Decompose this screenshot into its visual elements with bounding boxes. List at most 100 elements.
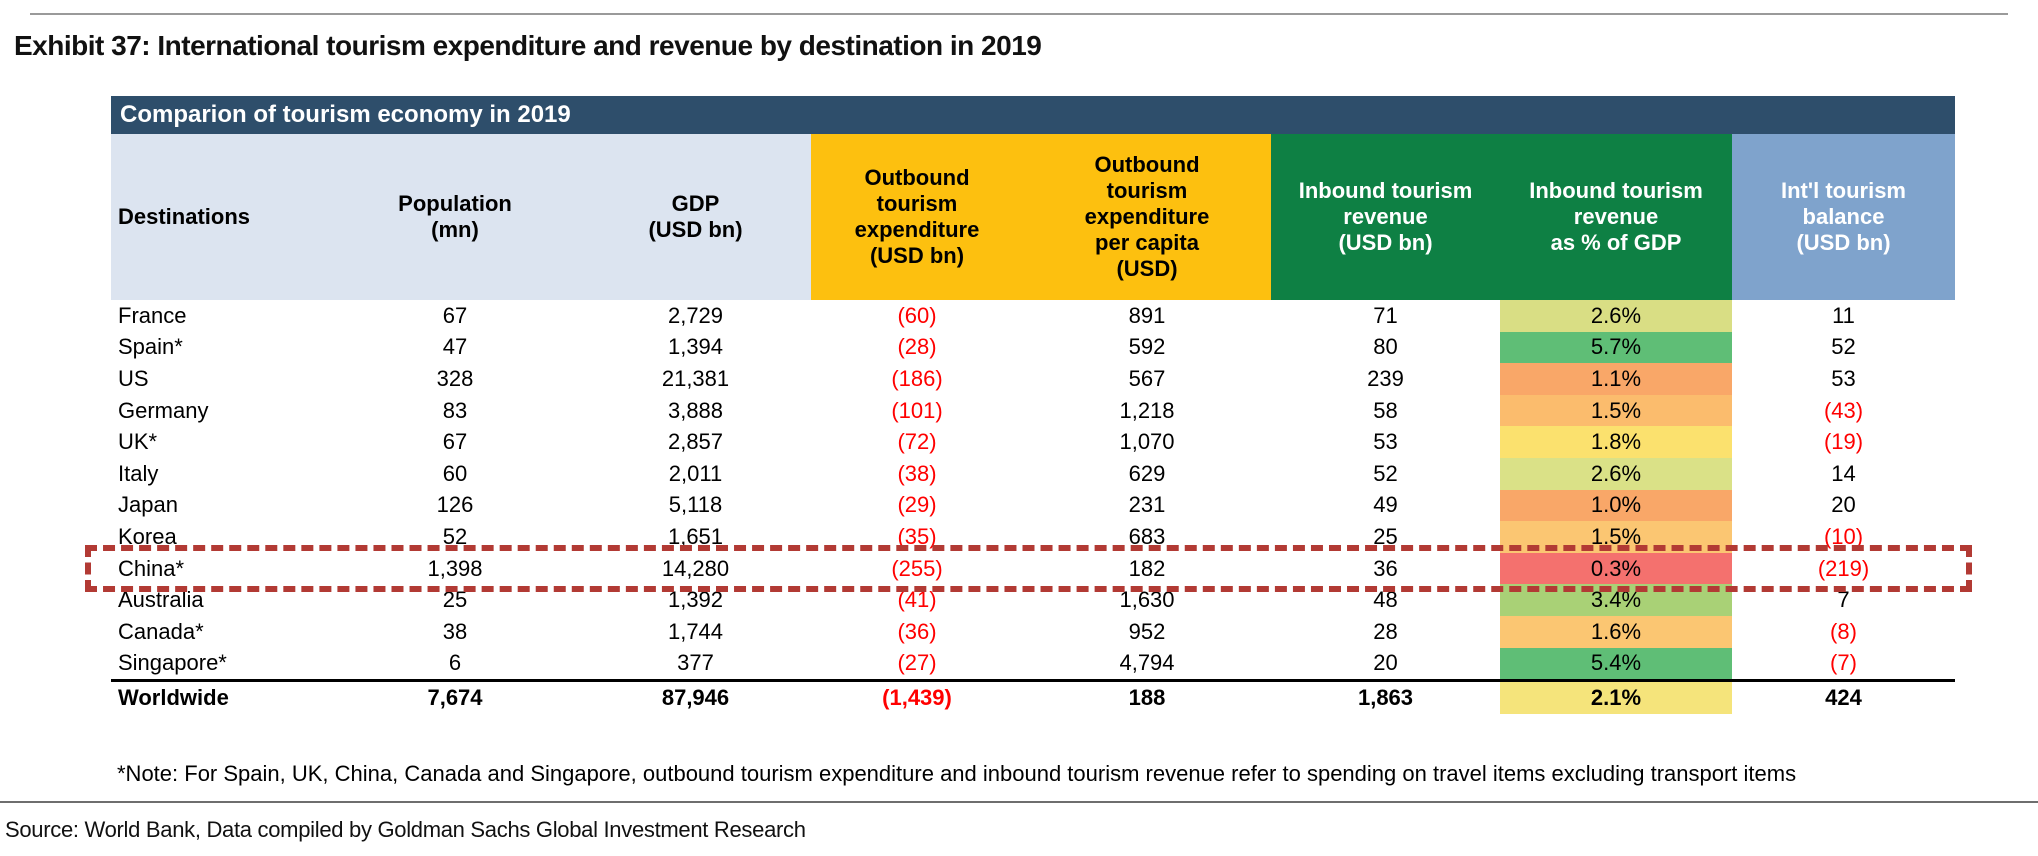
- cell-inbound_revenue: 52: [1373, 460, 1398, 486]
- cell-outbound_per_capita: 4,794: [1119, 650, 1175, 676]
- cell-gdp: 14,280: [661, 555, 730, 581]
- cell-balance: (19): [1823, 429, 1864, 455]
- column-header-balance: Int'l tourism balance (USD bn): [1732, 134, 1955, 300]
- column-header-inbound_pct_gdp: Inbound tourism revenue as % of GDP: [1500, 134, 1732, 300]
- cell-outbound_per_capita: 952: [1128, 618, 1166, 644]
- cell-population: 67: [442, 302, 468, 328]
- cell-inbound_revenue: 28: [1373, 618, 1398, 644]
- cell-gdp: 377: [677, 650, 714, 676]
- cell-balance: 53: [1831, 365, 1856, 391]
- cell-inbound_pct_gdp: 2.6%: [1500, 300, 1732, 332]
- cell-outbound_per_capita: 1,218: [1119, 397, 1175, 423]
- table-row-italy: Italy 60 2,011 (38) 629 52 2.6% 14: [111, 457, 1955, 490]
- cell-population: 7,674: [427, 684, 483, 710]
- cell-population: 60: [442, 460, 468, 486]
- cell-outbound_per_capita: 683: [1128, 523, 1166, 549]
- cell-outbound_per_capita: 891: [1128, 302, 1166, 328]
- cell-outbound_expenditure: (29): [897, 492, 937, 518]
- table-footnote: *Note: For Spain, UK, China, Canada and …: [117, 761, 1797, 786]
- cell-gdp: 1,744: [667, 618, 724, 644]
- column-header-outbound_expenditure: Outbound tourism expenditure (USD bn): [811, 134, 1023, 300]
- table-row-germany: Germany 83 3,888 (101) 1,218 58 1.5% (43): [111, 394, 1955, 427]
- cell-outbound_expenditure: (60): [897, 302, 937, 328]
- cell-inbound_revenue: 20: [1373, 650, 1398, 676]
- cell-outbound_expenditure: (101): [891, 397, 943, 423]
- cell-gdp: 87,946: [661, 684, 730, 710]
- cell-outbound_expenditure: (35): [897, 523, 937, 549]
- cell-inbound_pct_gdp: 1.5%: [1500, 521, 1732, 553]
- cell-population: 47: [442, 334, 468, 360]
- cell-outbound_per_capita: 567: [1128, 365, 1166, 391]
- cell-population: 67: [442, 429, 468, 455]
- table-row-australia: Australia 25 1,392 (41) 1,630 48 3.4% 7: [111, 584, 1955, 616]
- cell-balance: (8): [1830, 618, 1857, 644]
- cell-outbound_expenditure: (41): [897, 587, 937, 613]
- cell-inbound_revenue: 239: [1367, 365, 1404, 391]
- table-row-worldwide: Worldwide 7,674 87,946 (1,439) 188 1,863 2.1% 4…: [111, 679, 1955, 714]
- cell-outbound_expenditure: (255): [891, 555, 943, 581]
- cell-outbound_expenditure: (72): [897, 429, 937, 455]
- cell-balance: 52: [1831, 334, 1856, 360]
- cell-destination: Spain*: [118, 334, 183, 360]
- table-row-japan: Japan 126 5,118 (29) 231 49 1.0% 20: [111, 489, 1955, 522]
- cell-inbound_pct_gdp: 1.8%: [1500, 426, 1732, 458]
- cell-gdp: 1,651: [667, 523, 724, 549]
- cell-inbound_revenue: 80: [1373, 334, 1398, 360]
- cell-balance: 7: [1837, 587, 1850, 613]
- cell-destination: UK*: [118, 429, 158, 455]
- cell-inbound_revenue: 58: [1373, 397, 1398, 423]
- cell-population: 6: [448, 650, 462, 676]
- table-body: France 67 2,729 (60) 891 71 2.6% 11 Spain* 47 1,39…: [111, 300, 1955, 714]
- cell-population: 328: [436, 365, 474, 391]
- cell-inbound_pct_gdp: 1.5%: [1500, 394, 1732, 427]
- cell-balance: (10): [1823, 523, 1864, 549]
- cell-outbound_expenditure: (1,439): [882, 684, 952, 710]
- cell-outbound_per_capita: 592: [1128, 334, 1166, 360]
- table-row-china: China* 1,398 14,280 (255) 182 36 0.3% (219): [111, 552, 1955, 585]
- cell-gdp: 3,888: [667, 397, 724, 423]
- table-row-canada: Canada* 38 1,744 (36) 952 28 1.6% (8): [111, 615, 1955, 648]
- cell-inbound_revenue: 49: [1373, 492, 1398, 518]
- bottom-divider: [0, 801, 2038, 803]
- cell-gdp: 2,857: [667, 429, 724, 455]
- cell-outbound_per_capita: 231: [1128, 492, 1166, 518]
- cell-population: 83: [442, 397, 468, 423]
- cell-inbound_pct_gdp: 2.1%: [1500, 682, 1732, 714]
- column-header-inbound_revenue: Inbound tourism revenue (USD bn): [1271, 134, 1500, 300]
- cell-population: 126: [436, 492, 474, 518]
- column-header-gdp: GDP (USD bn): [580, 134, 811, 300]
- cell-inbound_pct_gdp: 1.0%: [1500, 489, 1732, 522]
- cell-destination: US: [118, 365, 149, 391]
- cell-outbound_expenditure: (27): [897, 650, 937, 676]
- cell-destination: Canada*: [118, 618, 204, 644]
- cell-balance: 424: [1825, 684, 1862, 710]
- cell-destination: Worldwide: [118, 684, 229, 710]
- table-banner-title: Comparion of tourism economy in 2019: [111, 96, 1955, 134]
- cell-inbound_revenue: 25: [1373, 523, 1398, 549]
- cell-gdp: 1,394: [667, 334, 724, 360]
- cell-destination: Singapore*: [118, 650, 227, 676]
- cell-inbound_revenue: 36: [1373, 555, 1398, 581]
- cell-destination: Germany: [118, 397, 209, 423]
- column-header-outbound_per_capita: Outbound tourism expenditure per capita …: [1023, 134, 1271, 300]
- cell-outbound_per_capita: 629: [1128, 460, 1166, 486]
- tourism-economy-table: Comparion of tourism economy in 2019 Des…: [85, 96, 1972, 714]
- column-header-population: Population (mn): [330, 134, 580, 300]
- cell-inbound_pct_gdp: 0.3%: [1500, 552, 1732, 585]
- table-row-singapore: Singapore* 6 377 (27) 4,794 20 5.4% (7): [111, 647, 1955, 680]
- column-header-destination: Destinations: [111, 134, 330, 300]
- cell-gdp: 2,011: [668, 460, 723, 486]
- cell-destination: China*: [118, 555, 185, 581]
- cell-outbound_per_capita: 1,630: [1119, 587, 1175, 613]
- cell-outbound_per_capita: 182: [1128, 555, 1166, 581]
- cell-destination: Korea: [118, 523, 177, 549]
- cell-inbound_revenue: 48: [1373, 587, 1398, 613]
- cell-inbound_pct_gdp: 3.4%: [1500, 584, 1732, 616]
- cell-outbound_expenditure: (28): [897, 334, 937, 360]
- cell-inbound_pct_gdp: 1.6%: [1500, 615, 1732, 648]
- cell-destination: France: [118, 302, 187, 328]
- cell-outbound_per_capita: 1,070: [1119, 429, 1175, 455]
- cell-population: 25: [442, 587, 468, 613]
- cell-balance: 20: [1831, 492, 1856, 518]
